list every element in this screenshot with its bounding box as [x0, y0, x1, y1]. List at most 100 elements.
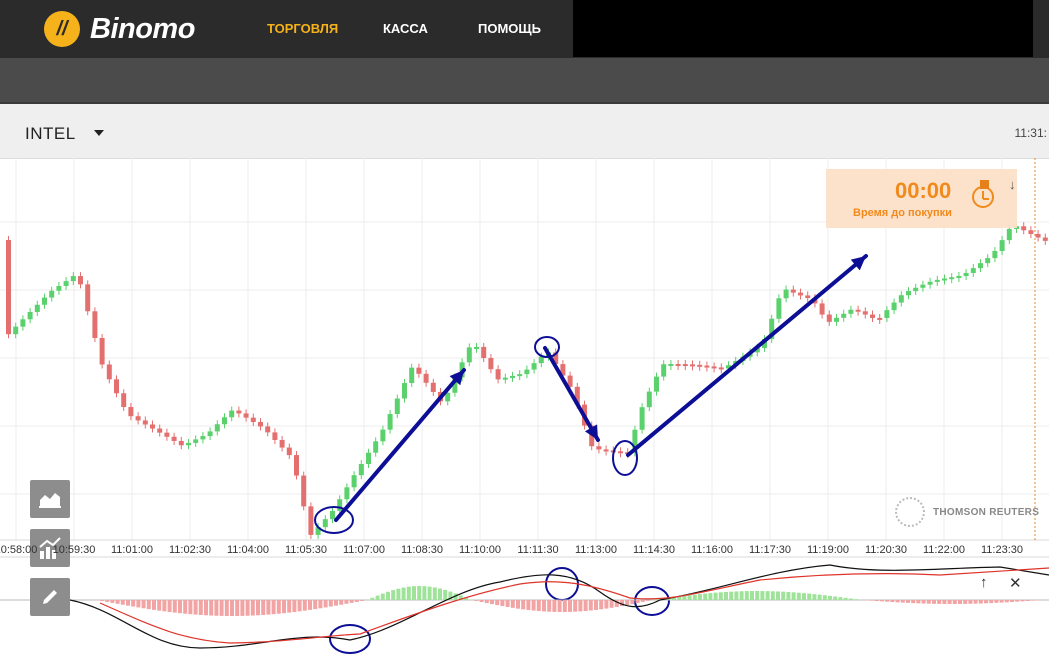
macd-bar — [323, 600, 328, 608]
macd-bar — [916, 600, 921, 604]
macd-bar — [781, 591, 786, 600]
timer-value: 00:00 — [895, 178, 952, 203]
macd-bar — [334, 600, 338, 606]
candle — [942, 278, 947, 281]
area-chart-tool-button[interactable] — [30, 480, 70, 518]
annotation-arrow — [626, 254, 868, 457]
macd-bar — [739, 591, 744, 600]
clock: 11:31: — [1014, 126, 1047, 140]
candle — [596, 446, 602, 450]
candle — [1035, 233, 1041, 238]
drawing-tool-button[interactable] — [30, 578, 70, 616]
macd-bar — [604, 600, 609, 609]
close-icon[interactable]: ✕ — [1009, 575, 1022, 592]
logo[interactable]: // Binomo — [44, 10, 195, 48]
annotation-circle — [612, 440, 638, 476]
candle — [121, 393, 127, 408]
chevron-down-icon[interactable] — [94, 130, 104, 136]
macd-bar — [178, 600, 182, 614]
macd-bar — [510, 600, 515, 608]
macd-bar — [729, 591, 734, 600]
macd-bar — [760, 591, 765, 600]
candle — [841, 313, 847, 318]
macd-bar — [838, 597, 843, 600]
nav-help[interactable]: ПОМОЩЬ — [478, 21, 541, 36]
candle — [20, 319, 26, 327]
candle — [409, 367, 415, 384]
candle — [351, 475, 357, 488]
candle — [661, 364, 667, 377]
time-tick: 11:14:30 — [632, 544, 676, 556]
candle — [78, 276, 83, 285]
time-tick: 11:20:30 — [864, 544, 908, 556]
annotation-circle — [534, 336, 560, 358]
macd-bar — [963, 600, 968, 604]
macd-bar — [209, 600, 214, 616]
candle — [870, 314, 875, 318]
candle — [920, 284, 926, 288]
macd-bar — [999, 600, 1004, 603]
asset-bar: INTEL 11:31: — [0, 104, 1049, 159]
macd-bar — [521, 600, 526, 610]
brand-name: Binomo — [90, 12, 195, 45]
candle — [294, 455, 299, 476]
macd-bar — [635, 600, 640, 603]
nav-trading[interactable]: ТОРГОВЛЯ — [267, 21, 339, 36]
candle — [524, 369, 530, 375]
macd-bar — [126, 600, 130, 606]
candle — [358, 463, 364, 476]
expand-icon[interactable] — [980, 180, 989, 189]
macd-bar — [552, 600, 557, 612]
macd-bar — [235, 600, 240, 616]
candle — [207, 431, 213, 437]
macd-bar — [718, 592, 723, 600]
macd-bar — [703, 593, 708, 600]
macd-bar — [256, 600, 260, 616]
time-tick: 11:19:00 — [806, 544, 850, 556]
macd-bar — [770, 591, 775, 600]
candle — [308, 506, 314, 535]
candle — [423, 373, 429, 383]
candle — [1006, 228, 1012, 241]
macd-bar — [495, 600, 500, 606]
macd-bar — [531, 600, 536, 611]
macd-bar — [630, 600, 635, 605]
macd-bar — [926, 600, 931, 604]
candle — [690, 364, 695, 367]
arrow-down-icon[interactable]: ↓ — [1009, 177, 1016, 192]
candle — [301, 475, 307, 507]
time-tick: 10:59:30 — [52, 544, 96, 556]
macd-bar — [952, 600, 957, 604]
asset-selector[interactable]: INTEL — [25, 124, 76, 143]
macd-bar — [479, 600, 484, 603]
candle — [186, 442, 191, 446]
candle — [315, 527, 321, 535]
macd-bar — [562, 600, 567, 612]
macd-bar — [1010, 600, 1014, 602]
candle — [222, 417, 227, 425]
candle — [819, 303, 825, 315]
macd-bar — [848, 598, 853, 600]
macd-bar — [1015, 600, 1020, 602]
indicators-tool-button[interactable] — [30, 529, 70, 567]
macd-bar — [1025, 600, 1030, 601]
candle — [963, 272, 969, 276]
macd-bar — [349, 600, 354, 603]
macd-bar — [313, 600, 318, 610]
header-banner — [573, 0, 1033, 57]
candle — [157, 428, 163, 433]
candle — [970, 268, 976, 273]
macd-bar — [609, 600, 614, 608]
candle — [776, 298, 782, 319]
macd-bar — [438, 588, 442, 600]
candle — [70, 276, 76, 282]
candle — [1042, 237, 1048, 241]
macd-bar — [900, 600, 905, 603]
nav-cashier[interactable]: КАССА — [383, 21, 428, 36]
macd-bar — [183, 600, 188, 614]
macd-bar — [328, 600, 333, 607]
arrow-up-icon[interactable]: ↑ — [980, 574, 988, 591]
macd-bar — [339, 600, 344, 605]
price-chart[interactable] — [0, 158, 1049, 654]
macd-bar — [484, 600, 489, 604]
